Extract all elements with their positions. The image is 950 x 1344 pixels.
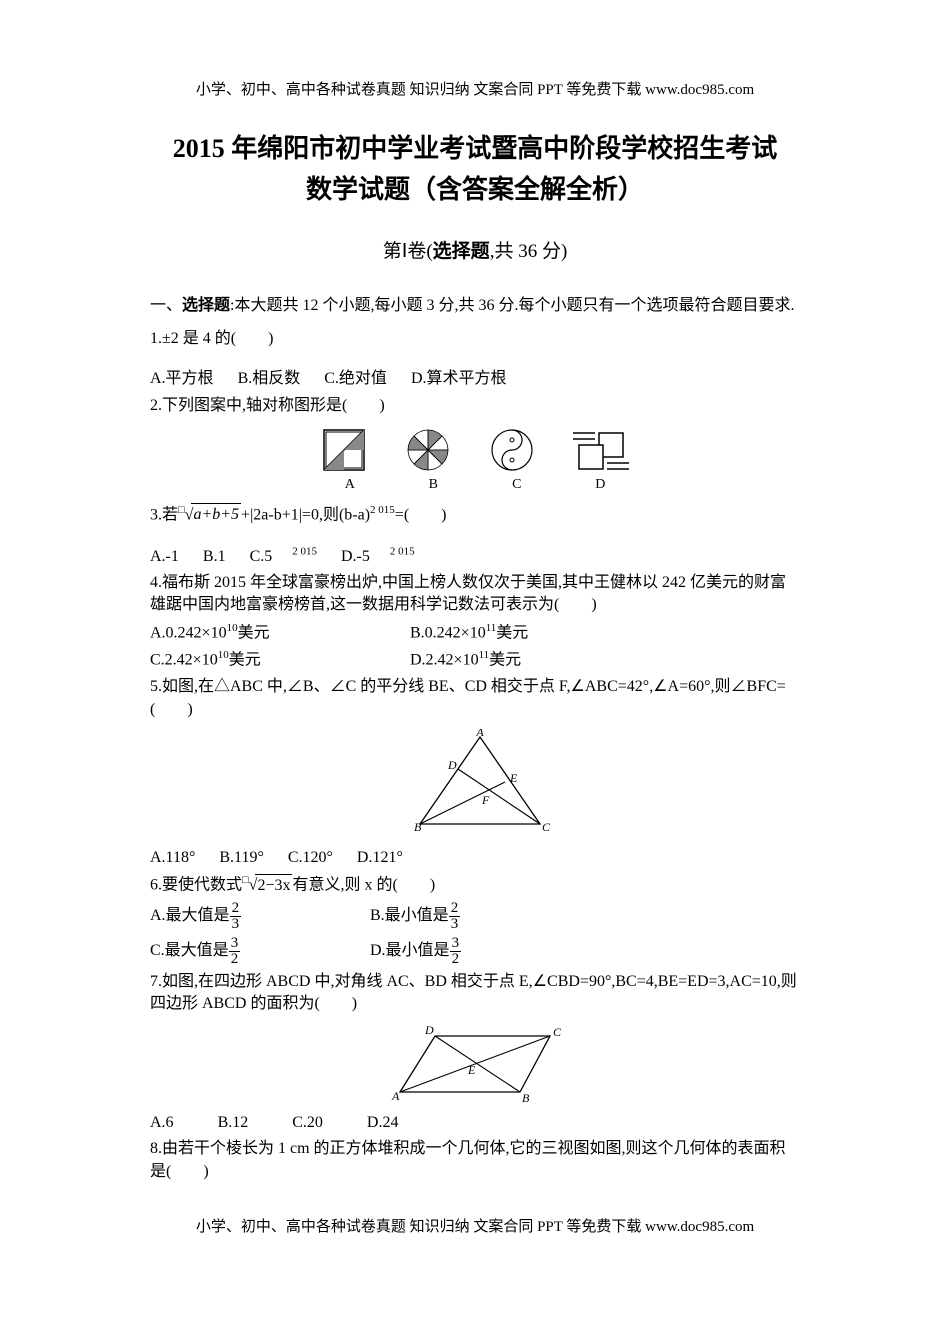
svg-text:E: E xyxy=(509,771,518,785)
q6-radicand: 2−3x xyxy=(255,874,292,897)
q2-figures: A B C D xyxy=(150,425,800,495)
q7-optA: A.6 xyxy=(150,1114,174,1131)
q6-optC: C.最大值是32 xyxy=(150,936,330,967)
svg-text:C: C xyxy=(542,820,551,834)
q3-end: =( ) xyxy=(395,506,447,523)
q2-figB-icon xyxy=(403,425,453,475)
q2-figD-icon xyxy=(571,425,631,475)
q6-root-index: □ xyxy=(242,874,249,886)
q5-optD: D.121° xyxy=(357,849,403,866)
q6-optA: A.最大值是23 xyxy=(150,901,330,932)
q7-quad-icon: A B C D E xyxy=(380,1024,570,1104)
q6-post: 有意义,则 x 的( ) xyxy=(292,877,435,894)
q7-options: A.6 B.12 C.20 D.24 xyxy=(150,1112,800,1134)
section-header-post: ,共 36 分) xyxy=(490,241,568,262)
section-header: 第Ⅰ卷(选择题,共 36 分) xyxy=(150,239,800,266)
q2-labelD: D xyxy=(560,475,640,495)
q6-row2: C.最大值是32 D.最小值是32 xyxy=(150,936,800,967)
q7-figure: A B C D E xyxy=(150,1024,800,1104)
q2-labelA: A xyxy=(310,475,390,495)
q4-optC: C.2.42×1010美元 xyxy=(150,648,370,672)
q1-stem: 1.±2 是 4 的( ) xyxy=(150,328,800,350)
section-header-pre: 第Ⅰ卷( xyxy=(383,241,433,262)
exam-title-line1: 2015 年绵阳市初中学业考试暨高中阶段学校招生考试 xyxy=(150,131,800,167)
q3-stem: 3.若□√a+b+5+|2a-b+1|=0,则(b-a)2 015=( ) xyxy=(150,503,800,527)
q5-options: A.118° B.119° C.120° D.121° xyxy=(150,847,800,869)
q6-row1: A.最大值是23 B.最小值是23 xyxy=(150,901,800,932)
svg-text:A: A xyxy=(391,1089,400,1103)
page-header: 小学、初中、高中各种试卷真题 知识归纳 文案合同 PPT 等免费下载 www.d… xyxy=(150,80,800,101)
svg-text:E: E xyxy=(467,1063,476,1077)
q1-optA: A.平方根 xyxy=(150,370,214,387)
q7-optD: D.24 xyxy=(367,1114,399,1131)
intro-bold: 选择题 xyxy=(182,297,230,314)
q5-optA: A.118° xyxy=(150,849,195,866)
section-header-bold: 选择题 xyxy=(433,241,490,262)
q7-optB: B.12 xyxy=(218,1114,249,1131)
q2-figC-icon xyxy=(487,425,537,475)
intro-pre: 一、 xyxy=(150,297,182,314)
q3-optB: B.1 xyxy=(203,548,226,565)
q4-options-row1: A.0.242×1010美元 B.0.242×1011美元 xyxy=(150,621,800,645)
intro-post: :本大题共 12 个小题,每小题 3 分,共 36 分.每个小题只有一个选项最符… xyxy=(230,297,794,314)
svg-text:B: B xyxy=(414,820,422,834)
q3-root-index: □ xyxy=(178,504,185,516)
q3-optC: C.52 015 xyxy=(250,548,317,565)
svg-text:D: D xyxy=(447,758,457,772)
q3-post: +|2a-b+1|=0,则(b-a) xyxy=(241,506,370,523)
q4-optD: D.2.42×1011美元 xyxy=(410,648,521,672)
q6-pre: 6.要使代数式 xyxy=(150,877,242,894)
q1-optD: D.算术平方根 xyxy=(411,370,507,387)
q2-stem: 2.下列图案中,轴对称图形是( ) xyxy=(150,395,800,417)
svg-text:D: D xyxy=(424,1024,434,1037)
q2-figA-icon xyxy=(319,425,369,475)
section-intro: 一、选择题:本大题共 12 个小题,每小题 3 分,共 36 分.每个小题只有一… xyxy=(150,295,800,317)
q2-labelC: C xyxy=(477,475,557,495)
q4-optB: B.0.242×1011美元 xyxy=(410,621,528,645)
q5-optC: C.120° xyxy=(288,849,333,866)
page-footer: 小学、初中、高中各种试卷真题 知识归纳 文案合同 PPT 等免费下载 www.d… xyxy=(150,1217,800,1238)
q5-optB: B.119° xyxy=(219,849,263,866)
q3-pre: 3.若 xyxy=(150,506,178,523)
q1-optC: C.绝对值 xyxy=(324,370,387,387)
q8-stem: 8.由若干个棱长为 1 cm 的正方体堆积成一个几何体,它的三视图如图,则这个几… xyxy=(150,1138,800,1183)
q1-options: A.平方根 B.相反数 C.绝对值 D.算术平方根 xyxy=(150,368,800,390)
q7-optC: C.20 xyxy=(292,1114,323,1131)
q6-stem: 6.要使代数式□√2−3x有意义,则 x 的( ) xyxy=(150,873,800,897)
q5-triangle-icon: A B C D E F xyxy=(390,729,560,839)
q3-optA: A.-1 xyxy=(150,548,179,565)
q4-optA: A.0.242×1010美元 xyxy=(150,621,370,645)
q3-exp: 2 015 xyxy=(370,504,395,516)
q5-figure: A B C D E F xyxy=(150,729,800,839)
q5-stem: 5.如图,在△ABC 中,∠B、∠C 的平分线 BE、CD 相交于点 F,∠AB… xyxy=(150,676,800,721)
exam-title-line2: 数学试题（含答案全解全析） xyxy=(150,172,800,208)
svg-text:B: B xyxy=(522,1091,530,1104)
q1-optB: B.相反数 xyxy=(238,370,301,387)
q7-stem: 7.如图,在四边形 ABCD 中,对角线 AC、BD 相交于点 E,∠CBD=9… xyxy=(150,971,800,1016)
q3-optD: D.-52 015 xyxy=(341,548,415,565)
q3-radicand: a+b+5 xyxy=(193,506,239,523)
svg-text:C: C xyxy=(553,1025,562,1039)
svg-text:F: F xyxy=(481,793,490,807)
q6-optD: D.最小值是32 xyxy=(370,936,461,967)
q3-options: A.-1 B.1 C.52 015 D.-52 015 xyxy=(150,544,800,568)
q4-options-row2: C.2.42×1010美元 D.2.42×1011美元 xyxy=(150,648,800,672)
q4-stem: 4.福布斯 2015 年全球富豪榜出炉,中国上榜人数仅次于美国,其中王健林以 2… xyxy=(150,572,800,617)
svg-text:A: A xyxy=(475,729,484,739)
q6-optB: B.最小值是23 xyxy=(370,901,460,932)
q2-labelB: B xyxy=(393,475,473,495)
